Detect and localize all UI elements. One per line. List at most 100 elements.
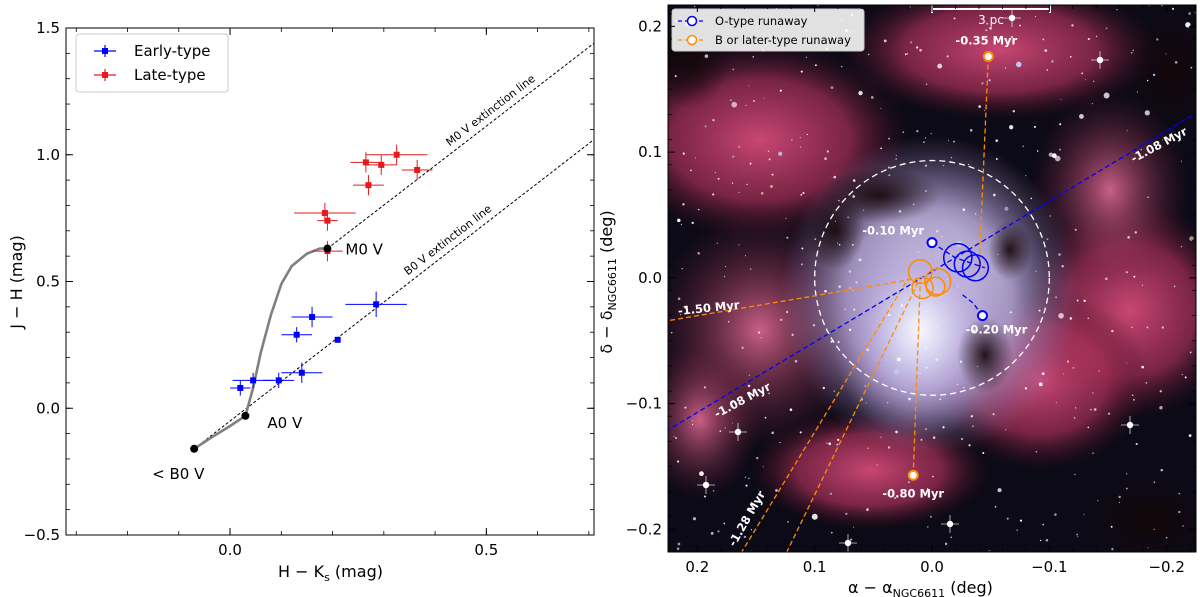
star [791,333,794,337]
star [888,137,890,140]
star [887,313,891,317]
star [937,325,940,328]
star [838,285,841,288]
legend-late-marker [94,69,116,81]
star [1038,309,1041,312]
star [884,358,888,362]
star [1146,326,1149,329]
star [714,171,716,174]
star [1016,529,1018,531]
star [677,542,681,546]
star [844,308,846,310]
star [932,475,934,478]
star [1044,49,1048,52]
main-sequence-track [193,247,328,450]
star [738,191,740,193]
star [814,64,817,67]
star [1059,148,1062,151]
star [939,398,942,400]
star [833,390,835,392]
ref-label-b0: < B0 V [152,465,205,483]
star [732,68,735,71]
star [712,118,715,122]
star [694,5,696,8]
star [750,529,753,531]
star [712,490,715,492]
star [1188,12,1191,15]
late-type-point [365,144,428,165]
star [924,164,928,167]
star [986,22,989,25]
x-tick-label: 0.0 [218,541,242,559]
star [712,193,715,196]
left-x-axis-label: H − Ks (mag) [278,562,383,584]
star [1083,299,1086,302]
star [847,216,849,219]
star [853,308,856,311]
star [814,238,817,241]
star [988,549,990,552]
extinction-line [193,139,594,450]
star [929,515,932,518]
star [1110,525,1113,528]
star [886,402,889,404]
star [1030,197,1033,200]
early-type-point [263,372,295,388]
left-ticks: 0.0 0.5 −0.5 0.0 0.5 1.0 1.5 [24,19,594,559]
legend-late-label: Late-type [134,66,206,84]
star [1046,238,1049,240]
star [853,526,855,528]
star [841,66,843,68]
star [753,100,755,102]
star [989,26,992,30]
star [916,46,919,49]
star [1055,402,1057,404]
star [806,133,809,136]
star [995,139,999,143]
star [1111,329,1114,333]
star [1004,67,1006,69]
star [864,385,866,387]
y-tick-label: 0.1 [638,143,662,161]
y-tick-label: 0.0 [36,399,60,417]
star [1071,24,1074,27]
star [983,109,986,112]
ref-label-a0: A0 V [267,414,303,432]
x-tick-label: 0.5 [474,541,498,559]
star [1152,73,1156,77]
star [729,99,732,102]
y-tick-label: 1.5 [36,19,60,37]
star [747,384,751,388]
star [748,374,751,376]
reference-point [241,411,250,420]
star [830,531,833,534]
early-type-point [281,327,313,343]
time-label-late-track-w: -1.50 Myr [677,298,740,318]
star [1075,407,1077,409]
point-marker [378,161,385,168]
time-label-late-star-1: -0.35 Myr [955,34,1017,48]
early-type-point [334,336,341,343]
star [1118,495,1121,499]
star [880,436,882,438]
star [1009,311,1012,314]
star [717,177,720,180]
point-marker [393,151,400,158]
y-tick-label: −0.5 [24,526,60,544]
early-type-point [291,306,333,328]
star [1105,27,1108,30]
y-tick-label: 0.5 [36,273,60,291]
star [1009,125,1014,130]
star [767,150,770,152]
star [909,6,911,8]
legend-o-label: O-type runaway [715,14,808,28]
star [962,208,966,211]
star [1180,160,1183,162]
trajectory [740,277,910,552]
left-plot-frame [65,27,595,536]
star [800,263,803,266]
star [968,444,971,447]
star [723,275,726,278]
star [893,368,900,375]
star [1000,38,1004,41]
